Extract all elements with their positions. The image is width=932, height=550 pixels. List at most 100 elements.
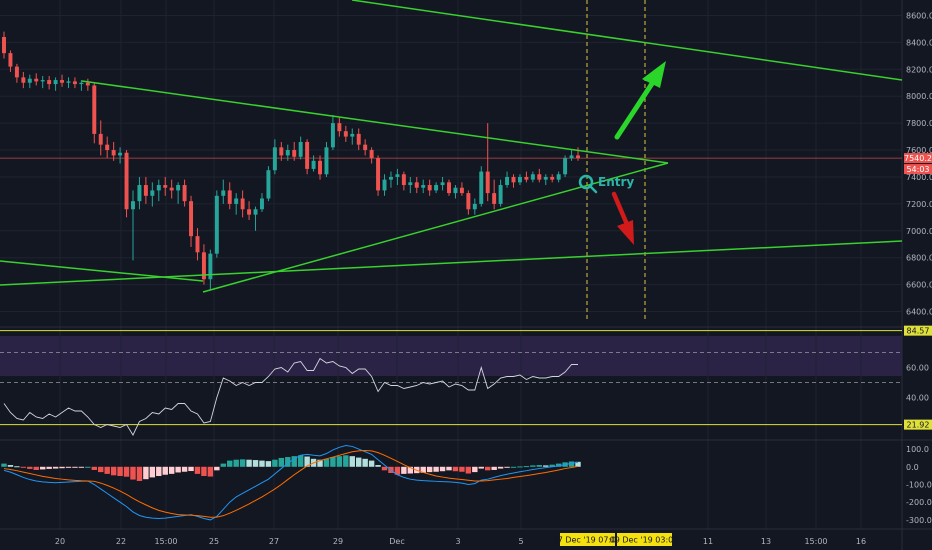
macd-histogram-bar [20,466,27,468]
bearish-arrow[interactable] [611,191,634,245]
macd-histogram-bar [452,466,459,472]
macd-histogram-bar [317,459,323,467]
macd-histogram-bar [368,460,375,467]
entry-icon [578,174,594,190]
macd-histogram-bar [349,456,355,467]
rsi-tick-label: 40.00 [906,394,929,403]
macd-tick-label: -200.0 [906,498,932,507]
candle-body [253,209,258,215]
macd-histogram-bar [143,466,149,480]
macd-histogram-bar [168,466,175,474]
price-tick-label: 8200.0 [906,65,932,74]
candle-body [395,174,400,177]
time-tick-label: 27 [269,537,279,546]
candle-body [511,176,516,183]
candle-body [105,144,110,151]
candle-body [163,185,168,188]
time-highlight-1: 07 Dec '19 07:00 [553,536,622,545]
macd-histogram-bar [156,466,162,476]
macd-histogram-bar [272,459,278,467]
macd-histogram-bar [497,466,504,469]
candle-body [182,185,187,202]
macd-histogram-bar [7,465,14,467]
time-tick-label: 5 [518,537,523,546]
time-axis-labels: 20 22 15:00 25 27 29 Dec 3 5 11 13 15:00 16 [55,537,866,546]
price-axis-panel[interactable] [902,0,932,550]
macd-histogram-bar [136,466,143,481]
candle-body [524,176,529,180]
candle-body [318,160,322,175]
candle-body [227,190,232,204]
triangle-upper-line[interactable] [81,80,669,164]
candle-body [169,187,174,191]
macd-histogram-bar [214,466,220,471]
macd-histogram-bar [194,466,201,474]
price-tick-label: 6800.0 [906,254,932,263]
entry-marker[interactable]: Entry [578,174,634,194]
candle-body [8,53,13,67]
candle-body [98,133,103,145]
macd-histogram-bar [149,466,156,478]
macd-histogram-bar [484,466,491,471]
macd-histogram-bar [220,463,226,467]
macd-histogram-bar [401,466,407,474]
macd-histogram-bar [356,457,362,467]
macd-axis-labels: 100.0 0.0 -100.0 -200.0 -300.0 [906,445,932,525]
macd-histogram-bar [252,460,259,467]
macd-tick-label: 100.0 [906,445,929,454]
macd-histogram-bar [14,466,20,468]
support-line-left[interactable] [0,260,204,282]
candle-body [79,82,84,85]
macd-histogram-bar [465,466,472,474]
macd-tick-label: 0.0 [906,463,919,472]
macd-histogram-bar [246,459,252,467]
rsi-axis-labels: 40.00 60.00 [906,364,929,403]
macd-histogram-bar [1,463,7,467]
macd-histogram-bar [27,466,33,469]
candle-body [176,185,181,191]
macd-histogram-bar [459,466,465,472]
macd-histogram-bar [162,466,168,475]
macd-histogram-bar [297,455,304,467]
candle-body [137,185,142,202]
macd-histogram-bar [439,466,446,472]
macd-histogram-bar [381,466,388,471]
candle-body [53,80,58,85]
candle-body [350,133,355,137]
rsi-line [3,357,578,436]
candle-body [272,147,277,171]
candle-body [2,36,6,54]
rsi-band-fill [0,336,902,376]
macd-histogram-bar [181,466,188,472]
candle-body [485,171,490,194]
candle-body [279,147,284,156]
signal-line [3,449,579,518]
candle-body [434,185,439,191]
macd-histogram-bar [175,466,181,473]
candle-body [530,174,535,180]
macd-histogram-bar [433,466,439,472]
candle-body [72,81,77,85]
macd-histogram-bar [446,466,452,471]
candle-body [569,155,574,159]
upper-channel-line[interactable] [351,0,903,81]
candle-body [498,185,503,204]
candle-body [427,185,432,191]
candle-body [92,85,97,134]
rsi-lower-label: 21.92 [907,421,930,430]
macd-histogram-bar [478,466,484,469]
rsi-band-tags: 84.57 21.92 [904,325,932,430]
last-price-tag: 7540.2 54:03 [904,153,932,175]
candle-body [27,78,32,83]
support-line-long[interactable] [0,240,903,286]
time-tick-label: 13 [761,537,771,546]
bullish-arrow[interactable] [614,61,666,140]
candle-body [550,176,555,180]
candle-body [156,185,161,191]
time-tick-label: 3 [455,537,460,546]
candle-body [34,78,39,82]
macd-histogram-bar [259,460,265,467]
rsi-dashed-levels [0,352,902,383]
